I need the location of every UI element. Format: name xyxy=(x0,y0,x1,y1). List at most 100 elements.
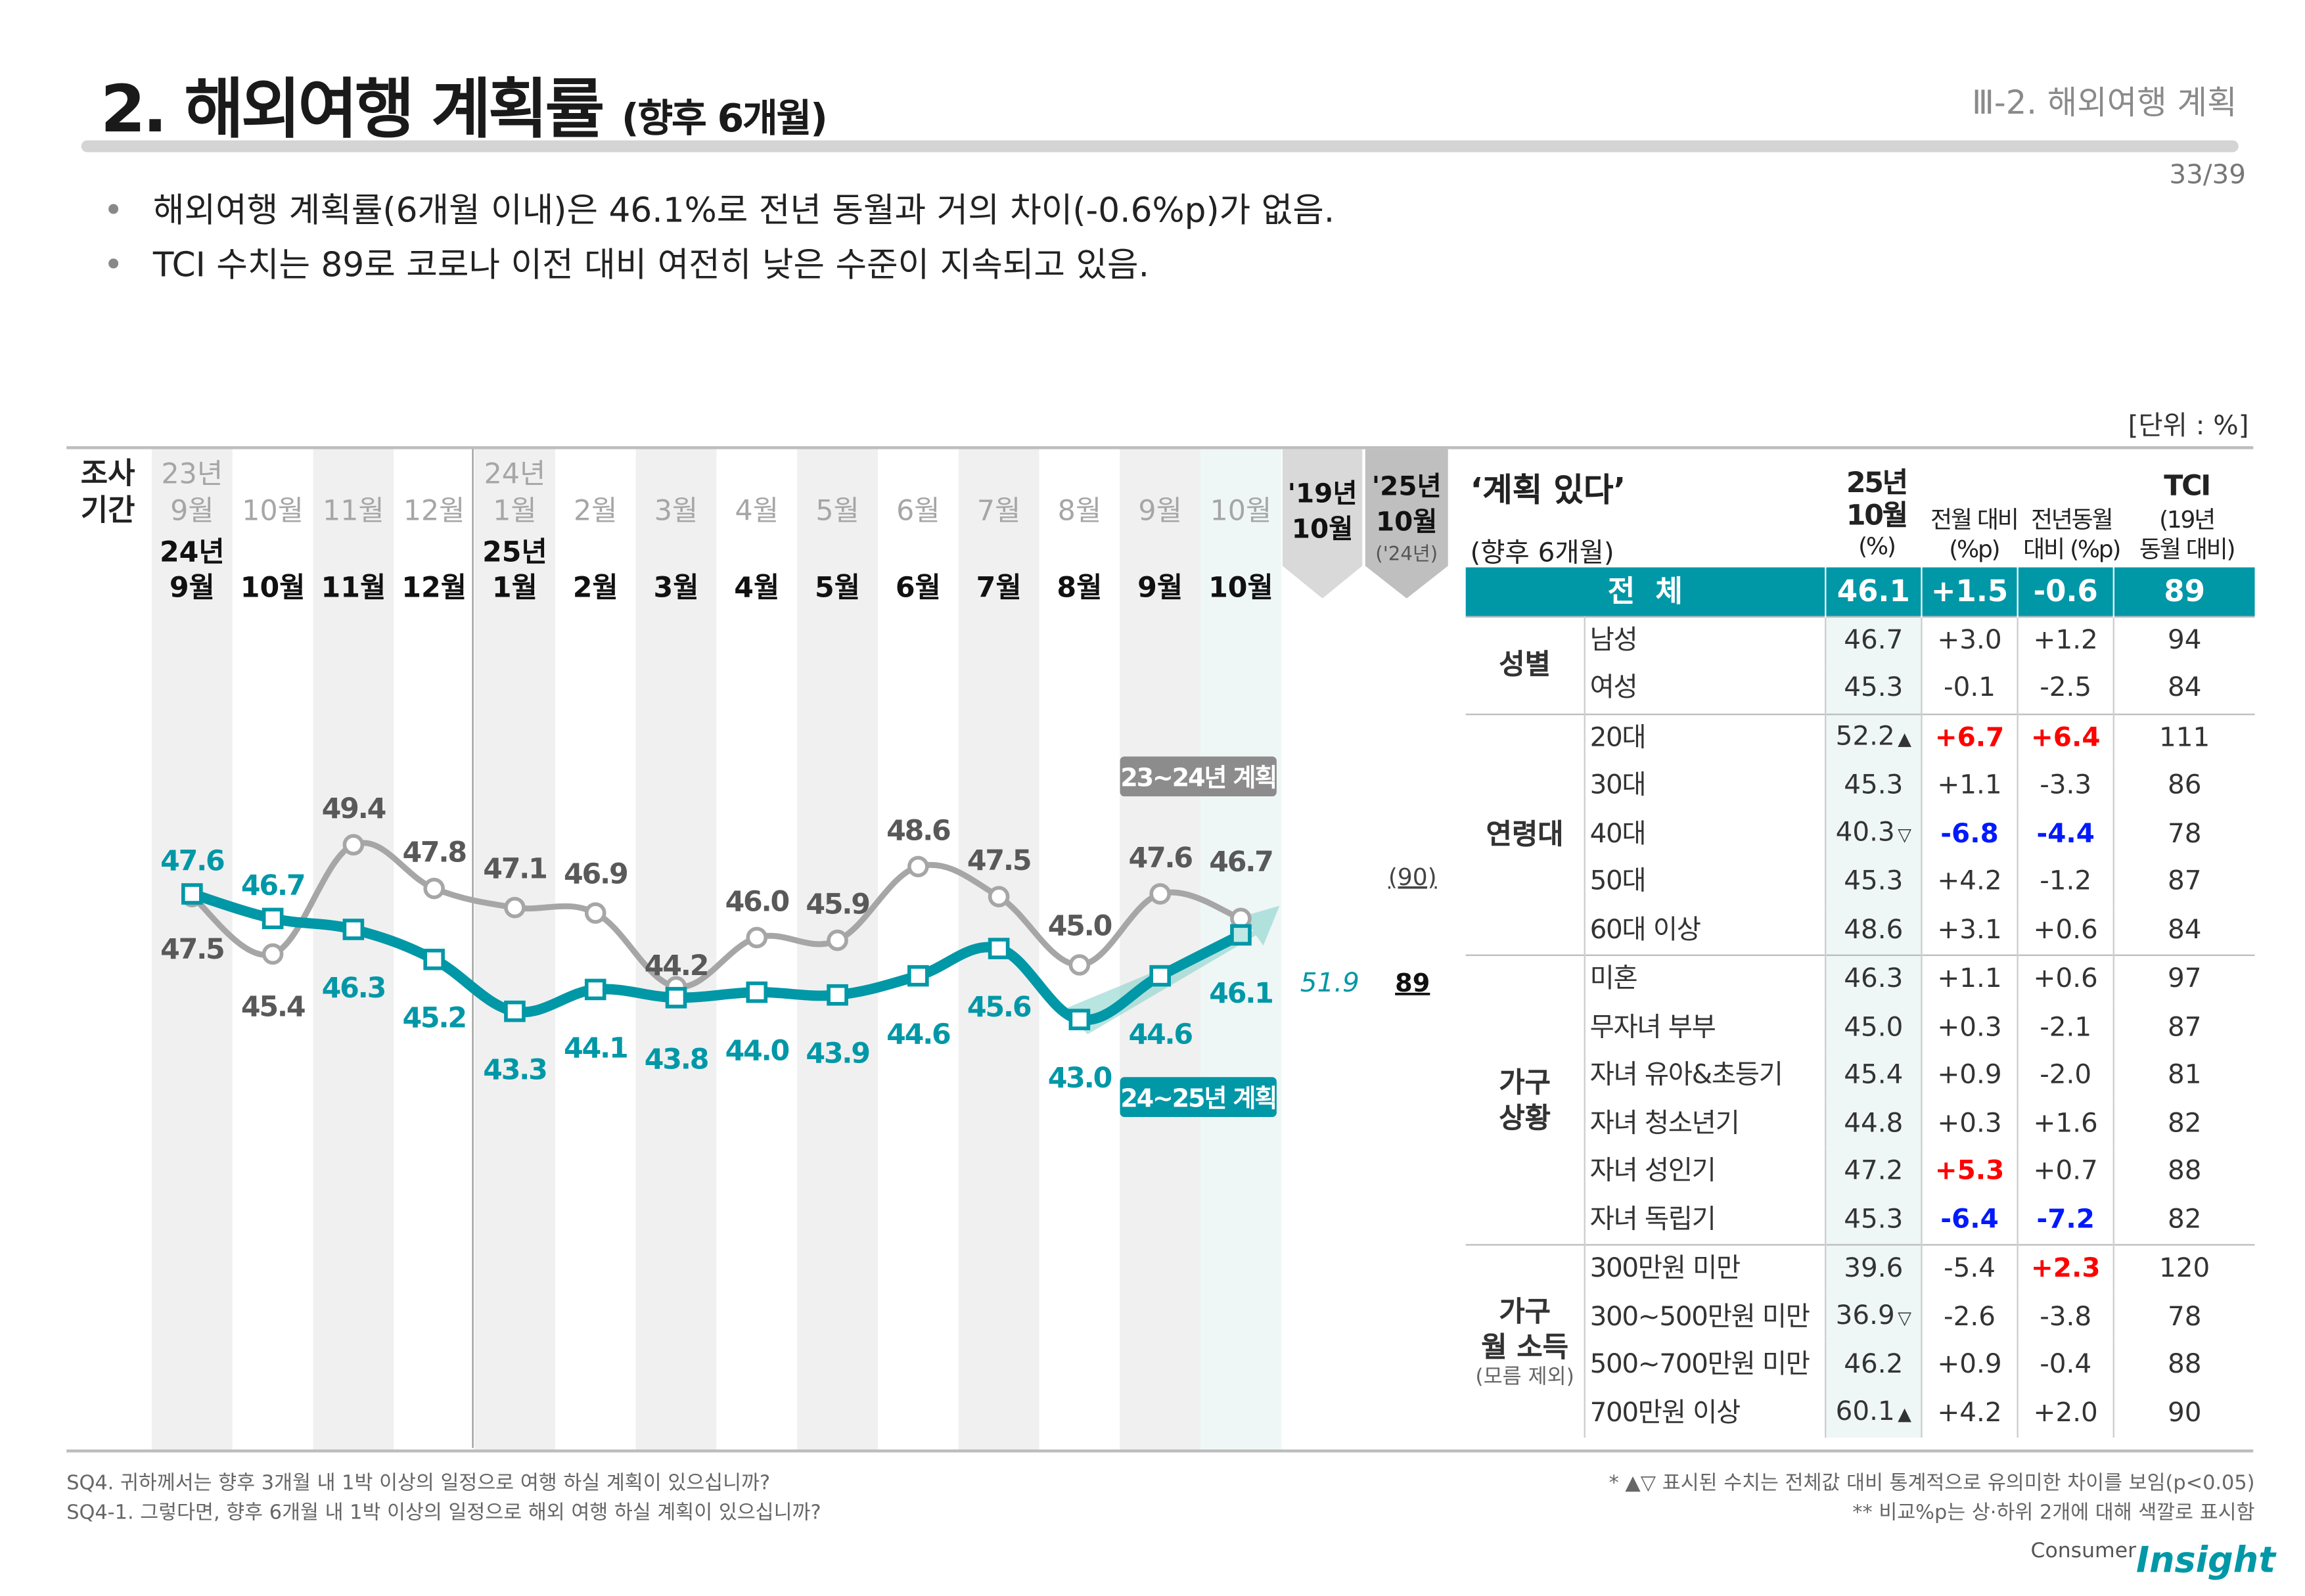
row-yoy-text: +6.4 xyxy=(2030,722,2101,754)
row-mom-text: +1.1 xyxy=(1937,963,2002,995)
row-value-text: 52.2 xyxy=(1835,721,1895,753)
row-tci: 82 xyxy=(2114,1196,2255,1244)
table-row-total: 전 체 46.1 +1.5 -0.6 89 xyxy=(1465,567,2255,616)
row-label-text: 50대 xyxy=(1589,866,1647,898)
data-label-24-25: 43.0 xyxy=(1048,1062,1112,1095)
data-label-24-25: 46.3 xyxy=(322,972,385,1005)
row-mom-text: +0.3 xyxy=(1937,1011,2002,1043)
bottom-axis-year: 25년 xyxy=(482,536,547,569)
top-axis-month: 11월 xyxy=(323,495,384,528)
series-point-24-25 xyxy=(181,883,203,905)
series-point-23-24 xyxy=(827,929,848,951)
row-yoy-text: +2.0 xyxy=(2033,1397,2098,1428)
row-value-text: 45.0 xyxy=(1844,1011,1904,1043)
row-value-text: 45.3 xyxy=(1844,770,1904,802)
row-mom: +4.2 xyxy=(1921,858,2019,907)
bottom-axis-month: 6월 xyxy=(896,571,941,604)
data-label-23-24: 44.2 xyxy=(645,949,708,982)
table-row: 자녀 청소년기 44.8 +0.3 +1.6 82 xyxy=(1466,1100,2255,1149)
table-row: 40대 40.3 ▽ -6.8 -4.4 78 xyxy=(1466,810,2255,859)
top-axis-month: 1월 xyxy=(493,495,536,528)
bullet-text: TCI 수치는 89로 코로나 이전 대비 여전히 낮은 수준이 지속되고 있음… xyxy=(152,246,1150,285)
table-row: 성별 남성 46.7 +3.0 +1.2 94 xyxy=(1465,615,2255,714)
title-main: 2. 해외여행 계획률 xyxy=(100,72,605,148)
row-mom: +3.0 xyxy=(1921,615,2019,665)
series-point-23-24 xyxy=(504,896,526,919)
data-label-24-25: 46.7 xyxy=(241,869,304,902)
series-point-24-25 xyxy=(988,938,1010,959)
top-axis-month: 2월 xyxy=(574,495,617,528)
table-row: 가구 월 소득 (모름 제외) 300만원 미만 39.6 -5.4 +2.3 120 xyxy=(1465,1244,2255,1438)
bullet-text: 해외여행 계획률(6개월 이내)은 46.1%로 전년 동월과 거의 차이(-0… xyxy=(152,192,1335,231)
series-point-23-24 xyxy=(423,877,445,900)
row-value: 45.3 xyxy=(1825,664,1923,714)
group-label-text: 가구 월 소득 xyxy=(1481,1296,1569,1364)
table-row: 자녀 유아&초등기 45.4 +0.9 -2.0 81 xyxy=(1466,1052,2255,1101)
row-value: 39.6 xyxy=(1825,1244,1923,1294)
bottom-axis-month: 4월 xyxy=(734,571,779,604)
triangle-up-icon: ▲ xyxy=(1898,729,1912,750)
data-label-23-24: 47.5 xyxy=(160,933,223,966)
row-tci: 84 xyxy=(2114,665,2255,714)
bullet-1: • 해외여행 계획률(6개월 이내)은 46.1%로 전년 동월과 거의 차이(-… xyxy=(103,192,1335,231)
table-subtitle: (향후 6개월) xyxy=(1470,537,1614,569)
row-yoy: +6.4 xyxy=(2017,712,2114,763)
row-tci-text: 88 xyxy=(2167,1156,2202,1187)
bottom-axis-month: 8월 xyxy=(1057,571,1102,604)
top-axis-year: 23년 xyxy=(161,457,223,490)
row-yoy-text: -4.4 xyxy=(2036,818,2095,850)
row-label: 자녀 청소년기 xyxy=(1585,1100,1826,1148)
bottom-axis-year: 24년 xyxy=(160,536,225,569)
row-yoy: +2.0 xyxy=(2017,1389,2114,1438)
series-point-23-24 xyxy=(907,855,929,878)
row-label-text: 남성 xyxy=(1589,624,1638,656)
column-stripe xyxy=(635,449,717,1451)
series-point-24-25 xyxy=(342,919,365,940)
row-mom: +1.1 xyxy=(1921,954,2019,1004)
row-label: 자녀 성인기 xyxy=(1585,1148,1826,1196)
table-row: 여성 45.3 -0.1 -2.5 84 xyxy=(1466,664,2255,714)
row-mom: +6.7 xyxy=(1921,712,2019,763)
row-value: 48.6 xyxy=(1825,906,1923,955)
table-row: 자녀 독립기 45.3 -6.4 -7.2 82 xyxy=(1466,1196,2255,1245)
table-row: 무자녀 부부 45.0 +0.3 -2.1 87 xyxy=(1466,1003,2255,1053)
data-label-23-24: 47.1 xyxy=(483,852,546,885)
row-value: 45.4 xyxy=(1825,1052,1923,1101)
header-line: 전월 대비 xyxy=(1930,505,2019,534)
row-mom-text: +4.2 xyxy=(1937,1397,2002,1428)
row-label: 60대 이상 xyxy=(1585,907,1826,955)
col19-year: '19년 xyxy=(1288,478,1358,509)
row-value-text: 44.8 xyxy=(1844,1107,1904,1139)
row-yoy: -4.4 xyxy=(2017,810,2114,859)
row-yoy-text: +1.6 xyxy=(2033,1107,2098,1139)
row-tci-text: 88 xyxy=(2167,1349,2202,1380)
group-label-text: 가구 상황 xyxy=(1499,1066,1551,1134)
row-label-text: 자녀 독립기 xyxy=(1589,1204,1716,1235)
table-row: 50대 45.3 +4.2 -1.2 87 xyxy=(1466,858,2255,907)
group-label-text: 성별 xyxy=(1499,649,1551,681)
top-axis-month: 4월 xyxy=(735,495,779,528)
row-mom: -6.4 xyxy=(1921,1196,2019,1245)
section-label: Ⅲ-2. 해외여행 계획 xyxy=(1971,85,2237,123)
row-yoy-text: +2.3 xyxy=(2030,1253,2101,1285)
header-line: 25년 xyxy=(1846,467,1908,500)
col25-month: 10월 xyxy=(1376,505,1438,537)
data-label-23-24: 47.8 xyxy=(402,836,466,869)
total-label: 전 체 xyxy=(1465,567,1826,616)
title-sub: (향후 6개월) xyxy=(621,97,828,142)
data-label-24-25: 45.2 xyxy=(402,1002,465,1035)
row-mom: +1.1 xyxy=(1921,762,2019,811)
row-tci-text: 120 xyxy=(2159,1253,2210,1285)
total-label-text: 전 체 xyxy=(1607,574,1683,610)
total-yoy-text: -0.6 xyxy=(2033,574,2098,610)
header-line: (19년 xyxy=(2159,505,2216,534)
row-label-text: 30대 xyxy=(1589,770,1647,802)
row-yoy-text: -2.0 xyxy=(2040,1059,2092,1091)
page-title: 2. 해외여행 계획률 (향후 6개월) xyxy=(100,56,828,150)
row-value: 45.0 xyxy=(1825,1003,1923,1053)
col25-sub: ('24년) xyxy=(1375,542,1438,564)
header-line: (%) xyxy=(1858,532,1896,560)
series-point-24-25 xyxy=(262,907,284,930)
row-label-text: 여성 xyxy=(1589,672,1638,704)
